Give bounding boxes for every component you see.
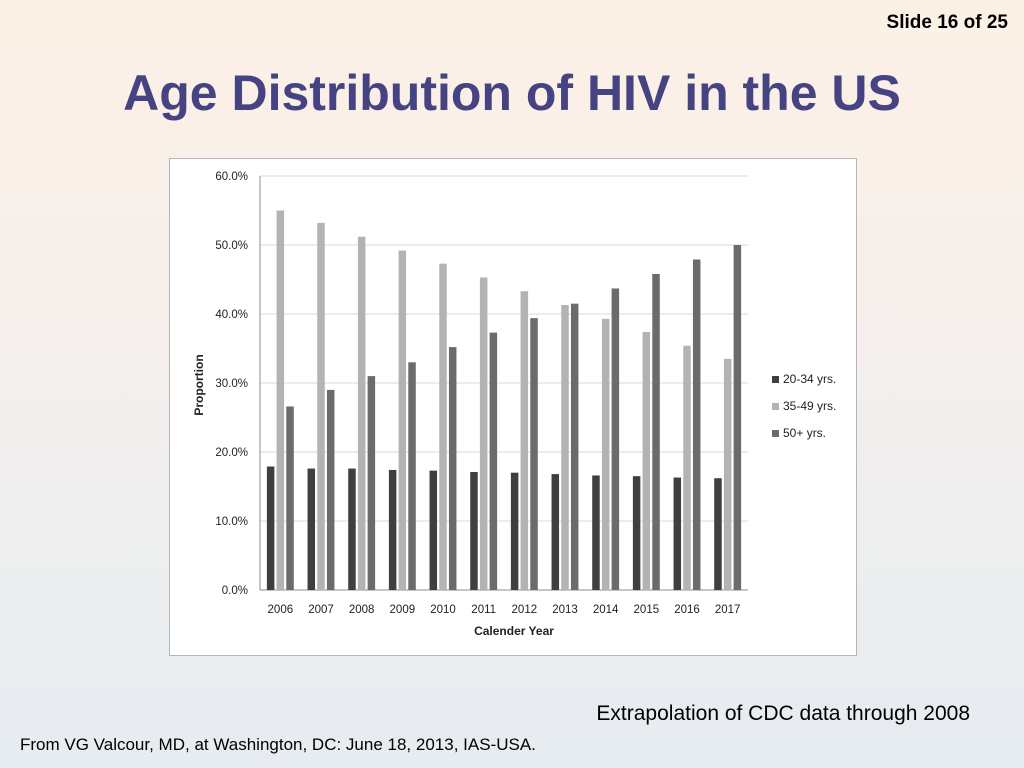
bar [692, 259, 701, 590]
x-axis-title: Calender Year [474, 624, 554, 638]
bar [489, 332, 498, 590]
legend-label: 35-49 yrs. [783, 399, 836, 413]
legend-swatch [772, 403, 779, 410]
bar [714, 478, 722, 590]
bar [601, 318, 610, 590]
slide-title: Age Distribution of HIV in the US [123, 65, 901, 121]
bar [652, 273, 660, 590]
bar [388, 469, 397, 590]
slide-number: Slide 16 of 25 [886, 12, 1008, 33]
y-tick-label: 0.0% [222, 585, 248, 597]
bar [673, 477, 682, 590]
x-tick-label: 2008 [349, 604, 375, 616]
bar [592, 475, 600, 590]
x-tick-label: 2015 [634, 604, 660, 616]
x-tick-label: 2006 [268, 604, 294, 616]
bar [632, 476, 641, 590]
bar [266, 466, 275, 590]
x-tick-label: 2016 [674, 604, 700, 616]
bar [510, 472, 519, 590]
legend-swatch [772, 376, 779, 383]
source-citation: From VG Valcour, MD, at Washington, DC: … [20, 735, 536, 754]
x-tick-label: 2014 [593, 604, 619, 616]
bar [642, 331, 651, 590]
bar [561, 305, 569, 590]
bar [408, 362, 416, 590]
y-tick-label: 40.0% [215, 309, 248, 321]
bar [398, 250, 407, 590]
bar-chart: 0.0% 10.0% 20.0% 30.0% 40.0% 50.0% 60.0% 2006 20… [192, 171, 836, 638]
bar [276, 210, 285, 590]
legend-swatch [772, 430, 779, 437]
x-tick-label: 2007 [308, 604, 334, 616]
bar [530, 318, 538, 590]
bar [733, 245, 742, 590]
bar [570, 303, 579, 590]
chart-container: 0.0% 10.0% 20.0% 30.0% 40.0% 50.0% 60.0% 2006 20… [169, 158, 857, 656]
bar [307, 468, 316, 590]
bar [348, 468, 356, 590]
bar [357, 236, 366, 590]
x-tick-label: 2011 [471, 604, 496, 616]
bar [429, 470, 438, 590]
y-tick-label: 60.0% [215, 171, 248, 183]
bar [286, 406, 294, 590]
bar [470, 472, 478, 590]
bar [520, 291, 529, 590]
x-tick-label: 2013 [552, 604, 578, 616]
bar [551, 474, 560, 590]
x-tick-label: 2012 [512, 604, 538, 616]
bar [326, 389, 335, 590]
bar [439, 263, 447, 590]
x-tick-label: 2010 [430, 604, 456, 616]
y-axis-title: Proportion [192, 354, 206, 415]
y-tick-label: 50.0% [215, 240, 248, 252]
bar [683, 345, 691, 590]
bar [317, 222, 325, 591]
y-tick-label: 30.0% [215, 378, 248, 390]
bar [448, 347, 457, 590]
legend-label: 20-34 yrs. [783, 372, 836, 386]
y-tick-label: 20.0% [215, 447, 248, 459]
x-tick-label: 2017 [715, 604, 741, 616]
bar [723, 358, 732, 590]
bar [367, 376, 376, 590]
legend-label: 50+ yrs. [783, 426, 826, 440]
x-tick-label: 2009 [390, 604, 416, 616]
y-tick-label: 10.0% [215, 516, 248, 528]
bar [611, 288, 620, 590]
slide-caption: Extrapolation of CDC data through 2008 [596, 702, 970, 725]
bar [479, 277, 488, 590]
